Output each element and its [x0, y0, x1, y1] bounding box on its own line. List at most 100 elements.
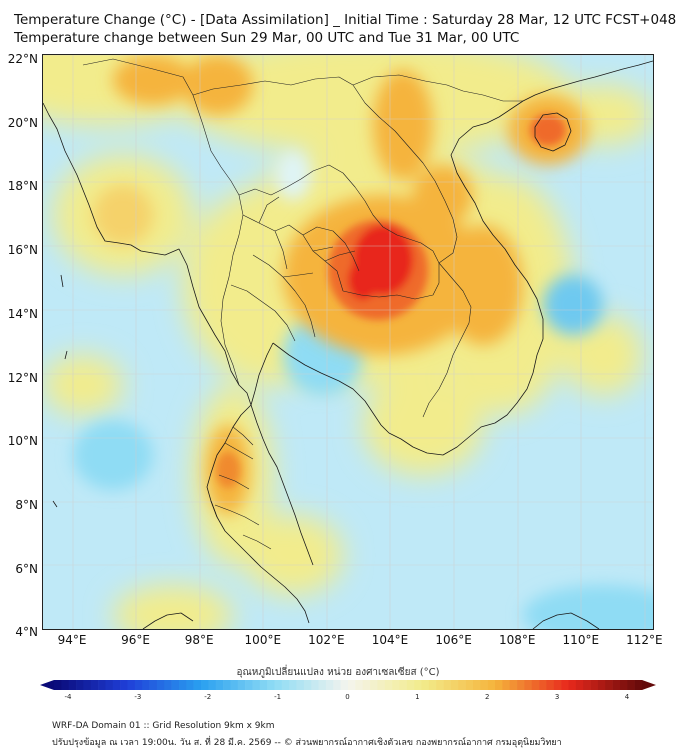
- colorbar-cell: [281, 680, 290, 690]
- colorbar: [40, 680, 656, 690]
- lon-label: 110°E: [562, 633, 600, 647]
- colorbar-cell: [495, 680, 503, 690]
- footer-update-info: ปรับปรุงข้อมูล ณ เวลา 19:00น. วัน ส. ที่…: [52, 738, 562, 748]
- colorbar-cell: [612, 680, 621, 690]
- colorbar-cell: [370, 680, 378, 690]
- colorbar-cell: [171, 680, 180, 690]
- colorbar-cell: [259, 680, 268, 690]
- colorbar-cell: [186, 680, 194, 690]
- coast-hainan: [534, 112, 572, 152]
- colorbar-tick-label: 2: [485, 693, 490, 701]
- colorbar-cell: [597, 680, 606, 690]
- provinces-south: [214, 426, 272, 550]
- colorbar-cell: [377, 680, 386, 690]
- colorbar-cell: [465, 680, 474, 690]
- colorbar-cell: [583, 680, 591, 690]
- colorbar-cell: [553, 680, 562, 690]
- colorbar-tick-label: 4: [624, 693, 630, 701]
- lat-label: 4°N: [15, 625, 38, 640]
- colorbar-cell: [120, 680, 128, 690]
- colorbar-cell: [215, 680, 224, 690]
- colorbar-cell: [105, 680, 114, 690]
- colorbar-cell: [223, 680, 231, 690]
- colorbar-cell: [318, 680, 327, 690]
- colorbar-tick-label: -1: [274, 693, 282, 701]
- colorbar-cell: [76, 680, 84, 690]
- colorbar-cell: [355, 680, 363, 690]
- colorbar-title: อุณหภูมิเปลี่ยนแปลง หน่วย องศาเซลเซียส (…: [236, 667, 440, 678]
- colorbar-cell: [156, 680, 165, 690]
- colorbar-cell: [149, 680, 158, 690]
- colorbar-cell: [348, 680, 356, 690]
- colorbar-cell: [134, 680, 143, 690]
- footer-model-info: WRF-DA Domain 01 :: Grid Resolution 9km …: [52, 721, 275, 731]
- colorbar-cell: [502, 680, 510, 690]
- colorbar-cell: [384, 680, 393, 690]
- colorbar-cell: [54, 680, 62, 690]
- lat-label: 22°N: [7, 52, 38, 66]
- colorbar-cell: [142, 680, 150, 690]
- lat-label: 10°N: [7, 434, 38, 449]
- lon-label: 98°E: [184, 633, 214, 647]
- lon-label: 106°E: [435, 633, 472, 647]
- colorbar-cell: [333, 680, 341, 690]
- colorbar-cell: [230, 680, 239, 690]
- colorbar-cell: [531, 680, 540, 690]
- colorbar-cell: [289, 680, 297, 690]
- colorbar-cell: [98, 680, 106, 690]
- coast-sumatra: [142, 612, 194, 629]
- colorbar-cell: [164, 680, 172, 690]
- colorbar-cell: [340, 680, 349, 690]
- colorbar-cell: [83, 680, 92, 690]
- colorbar-cell: [296, 680, 305, 690]
- colorbar-cell: [480, 680, 488, 690]
- colorbar-cell: [436, 680, 444, 690]
- lon-label: 102°E: [308, 633, 345, 647]
- border-cambodia-vietnam: [422, 262, 472, 418]
- coast-malay-peninsula: [210, 404, 314, 624]
- colorbar-cell: [634, 680, 643, 690]
- colorbar-cell: [450, 680, 459, 690]
- colorbar-cell: [627, 680, 635, 690]
- colorbar-cell: [208, 680, 216, 690]
- colorbar-cell: [539, 680, 547, 690]
- map-title: Temperature Change (°C) - [Data Assimila…: [14, 12, 676, 28]
- coastlines: [43, 60, 653, 629]
- border-laos-vietnam: [352, 84, 458, 264]
- colorbar-cell: [127, 680, 136, 690]
- lat-label: 18°N: [7, 179, 38, 194]
- lat-label: 8°N: [15, 497, 38, 512]
- colorbar-cell: [546, 680, 555, 690]
- lon-label: 100°E: [244, 633, 282, 647]
- lat-label: 12°N: [7, 370, 38, 385]
- colorbar-tick-label: 0: [345, 693, 350, 701]
- colorbar-cell: [178, 680, 187, 690]
- colorbar-cell: [590, 680, 599, 690]
- colorbar-cell: [414, 680, 422, 690]
- border-thailand-laos: [238, 164, 440, 264]
- colorbar-cell: [303, 680, 312, 690]
- colorbar-cell: [458, 680, 466, 690]
- colorbar-cell: [245, 680, 253, 690]
- colorbar-cell: [201, 680, 209, 690]
- colorbar-cell: [487, 680, 496, 690]
- colorbar-cell: [421, 680, 430, 690]
- coast-gulf-of-thailand: [250, 60, 653, 456]
- colorbar-cell: [193, 680, 202, 690]
- colorbar-cell: [311, 680, 319, 690]
- colorbar-cell: [619, 680, 628, 690]
- lon-label: 112°E: [626, 633, 663, 647]
- colorbar-max-arrow: [642, 680, 656, 690]
- colorbar-min-arrow: [40, 680, 54, 690]
- colorbar-tick-label: -4: [64, 693, 72, 701]
- border-china-north: [82, 58, 523, 102]
- colorbar-cell: [112, 680, 121, 690]
- colorbar-cell: [252, 680, 261, 690]
- field-base-layer: [43, 55, 653, 629]
- colorbar-cell: [267, 680, 275, 690]
- colorbar-cell: [568, 680, 577, 690]
- colorbar-cell: [237, 680, 246, 690]
- colorbar-tick-label: -2: [204, 693, 212, 701]
- field-hot-layer: [216, 114, 566, 488]
- colorbar-cell: [325, 680, 334, 690]
